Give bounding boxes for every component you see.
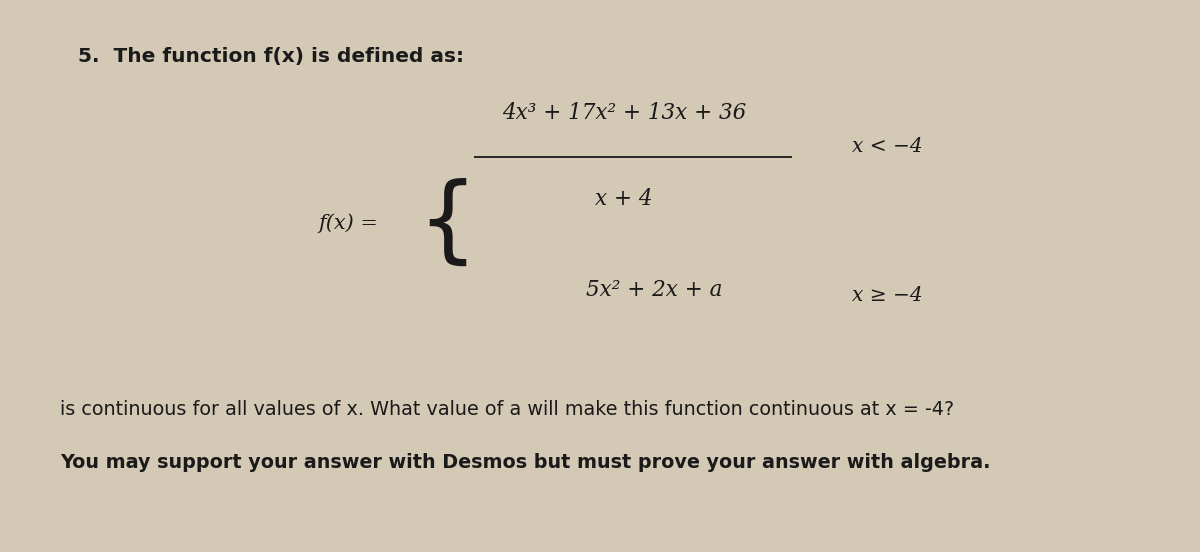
Text: 5.  The function f(x) is defined as:: 5. The function f(x) is defined as: (78, 47, 464, 66)
Text: 5x² + 2x + a: 5x² + 2x + a (586, 279, 722, 301)
Text: f(x) =: f(x) = (318, 214, 378, 233)
Text: {: { (418, 178, 478, 269)
Text: is continuous for all values of x. What value of a will make this function conti: is continuous for all values of x. What … (60, 400, 954, 419)
Text: x ≥ −4: x ≥ −4 (852, 286, 923, 305)
Text: x + 4: x + 4 (595, 188, 653, 210)
Text: 4x³ + 17x² + 13x + 36: 4x³ + 17x² + 13x + 36 (502, 102, 746, 124)
Text: You may support your answer with Desmos but must prove your answer with algebra.: You may support your answer with Desmos … (60, 453, 990, 471)
Text: x < −4: x < −4 (852, 137, 923, 156)
